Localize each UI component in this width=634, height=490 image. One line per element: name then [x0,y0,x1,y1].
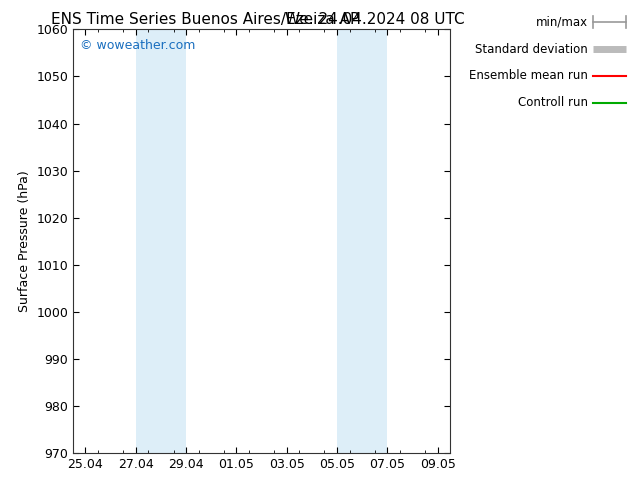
Bar [136,29,186,453]
Text: We. 24.04.2024 08 UTC: We. 24.04.2024 08 UTC [285,12,465,27]
Y-axis label: Surface Pressure (hPa): Surface Pressure (hPa) [18,171,30,312]
Bar [337,29,387,453]
Text: Standard deviation: Standard deviation [475,43,588,55]
Text: ENS Time Series Buenos Aires/Ezeiza AP: ENS Time Series Buenos Aires/Ezeiza AP [51,12,359,27]
Text: Controll run: Controll run [518,97,588,109]
Text: Ensemble mean run: Ensemble mean run [469,70,588,82]
Text: min/max: min/max [536,16,588,28]
Text: © woweather.com: © woweather.com [81,39,196,52]
